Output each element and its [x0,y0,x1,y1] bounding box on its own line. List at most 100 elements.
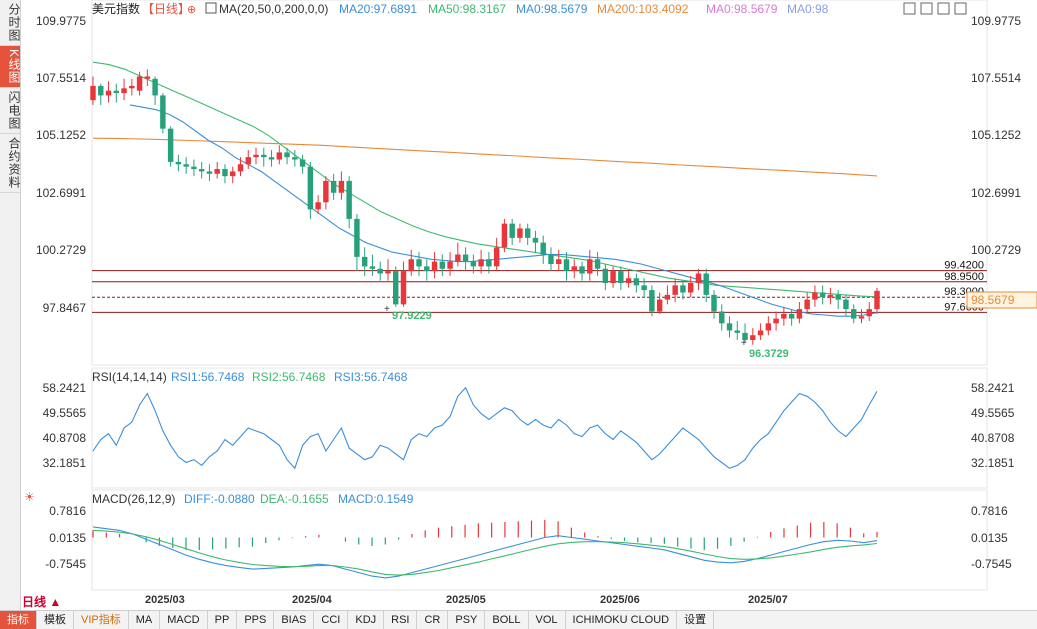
candle-body [439,261,446,269]
tab-kline[interactable]: K线图 [0,46,21,89]
diff-path [92,526,878,579]
candle-body [641,285,647,291]
tab-ma[interactable]: MA [129,611,161,629]
zoom-in-icon[interactable] [903,2,916,15]
rsi-tick: 40.8708 [43,431,87,445]
rsi-tick: 49.5565 [43,406,87,420]
candle-body [113,90,120,94]
tab-indicators[interactable]: 指标 [0,611,37,629]
candle-body [261,154,267,158]
candle-body [687,282,694,293]
ma-label: MA(20,50,0,200,0,0) [219,2,328,16]
rsi-panel-frame [91,367,988,489]
price-tick: 100.2729 [36,243,86,257]
ma50-line [92,61,878,298]
tab-psy[interactable]: PSY [448,611,486,629]
macd-lines [92,526,878,579]
scroll-left-icon[interactable] [937,2,950,15]
price-axis-left: 109.9775 107.5514 105.1252 102.6991 100.… [36,14,86,315]
add-icon[interactable]: ⊕ [187,4,196,16]
macd-label: MACD(26,12,9) [92,492,175,506]
tab-ichimoku[interactable]: ICHIMOKU CLOUD [566,611,678,629]
tab-flash-chart[interactable]: 闪电图 [0,88,21,135]
tab-pp[interactable]: PP [208,611,238,629]
tab-pps[interactable]: PPS [237,611,275,629]
candle-body [532,237,539,243]
dea-value: DEA:-0.1655 [260,492,329,506]
candle-body [121,88,127,94]
macd-tick: -0.7545 [45,557,86,571]
scroll-right-icon[interactable] [954,2,967,15]
tab-template[interactable]: 模板 [37,611,74,629]
candle-body [237,164,244,172]
indicator-toolbar: 指标 模板 VIP指标 MA MACD PP PPS BIAS CCI KDJ … [0,610,1037,629]
candle-body [664,294,671,300]
candle-body [175,161,182,165]
candle-body [385,271,391,274]
low-marker-2: + [741,338,747,349]
instrument-name: 美元指数 [92,1,140,16]
chart-area[interactable]: 美元指数 【日线】 ⊕ MA(20,50,0,200,0,0) MA20:97.… [20,0,1037,610]
rsi-tick-right: 49.5565 [971,406,1015,420]
dea-path [92,529,878,576]
macd-histogram [92,519,878,551]
candle-body [579,266,585,274]
candle-body [695,273,702,283]
chart-settings-icon[interactable] [205,2,217,14]
tab-bias[interactable]: BIAS [274,611,315,629]
sidebar: 分时图 K线图 闪电图 合约资料 [0,0,21,610]
tab-macd[interactable]: MACD [160,611,208,629]
candle-body [486,259,492,267]
candle-body [719,311,725,324]
candle-body [703,273,709,295]
candle-body [167,128,174,162]
price-tick-right: 107.5514 [971,71,1021,85]
ma0b-value: MA0:98.5679 [706,2,778,16]
candle-body [276,152,283,160]
candle-body [765,323,772,331]
tab-boll[interactable]: BOLL [485,611,529,629]
macd-settings-icon[interactable]: ☀ [24,490,35,504]
candle-body [602,268,609,283]
zoom-out-icon[interactable] [920,2,933,15]
candle-body [338,180,345,193]
candle-body [315,202,321,210]
candle-body [548,254,554,265]
tab-timeshare[interactable]: 分时图 [0,0,21,46]
tab-cr[interactable]: CR [417,611,449,629]
price-axis-right: 109.9775 107.5514 105.1252 102.6991 100.… [971,14,1021,257]
tab-vip-indicators[interactable]: VIP指标 [74,611,129,629]
candle-body [750,335,756,340]
candle-body [843,299,849,310]
candle-body [509,223,515,238]
macd-value: MACD:0.1549 [338,492,414,506]
candle-body [136,76,143,91]
candle-body [734,330,740,333]
candle-body [610,271,616,283]
tab-cci[interactable]: CCI [314,611,349,629]
candle-body [152,78,158,96]
macd-tick: 0.0135 [49,531,86,545]
macd-tick: 0.7816 [49,504,86,518]
tab-contract-info[interactable]: 合约资料 [0,134,21,194]
level-label: 98.9500 [944,271,984,283]
price-tick: 102.6991 [36,186,86,200]
candle-body [377,268,383,274]
rsi-tick-right: 40.8708 [971,431,1015,445]
tab-rsi[interactable]: RSI [384,611,418,629]
tab-settings[interactable]: 设置 [677,611,715,629]
level-label: 99.4200 [944,260,984,272]
tab-kdj[interactable]: KDJ [348,611,385,629]
candle-body [781,313,787,319]
macd-tick-right: 0.0135 [971,531,1008,545]
candle-body [501,223,508,248]
candle-body [408,259,414,272]
rsi-path [92,386,878,470]
candle-body [804,299,810,310]
period-selector[interactable]: 日线 ▲ [22,595,62,609]
tab-vol[interactable]: VOL [529,611,566,629]
price-tick: 105.1252 [36,128,86,142]
candle-body [835,294,841,300]
candle-body [571,266,577,272]
